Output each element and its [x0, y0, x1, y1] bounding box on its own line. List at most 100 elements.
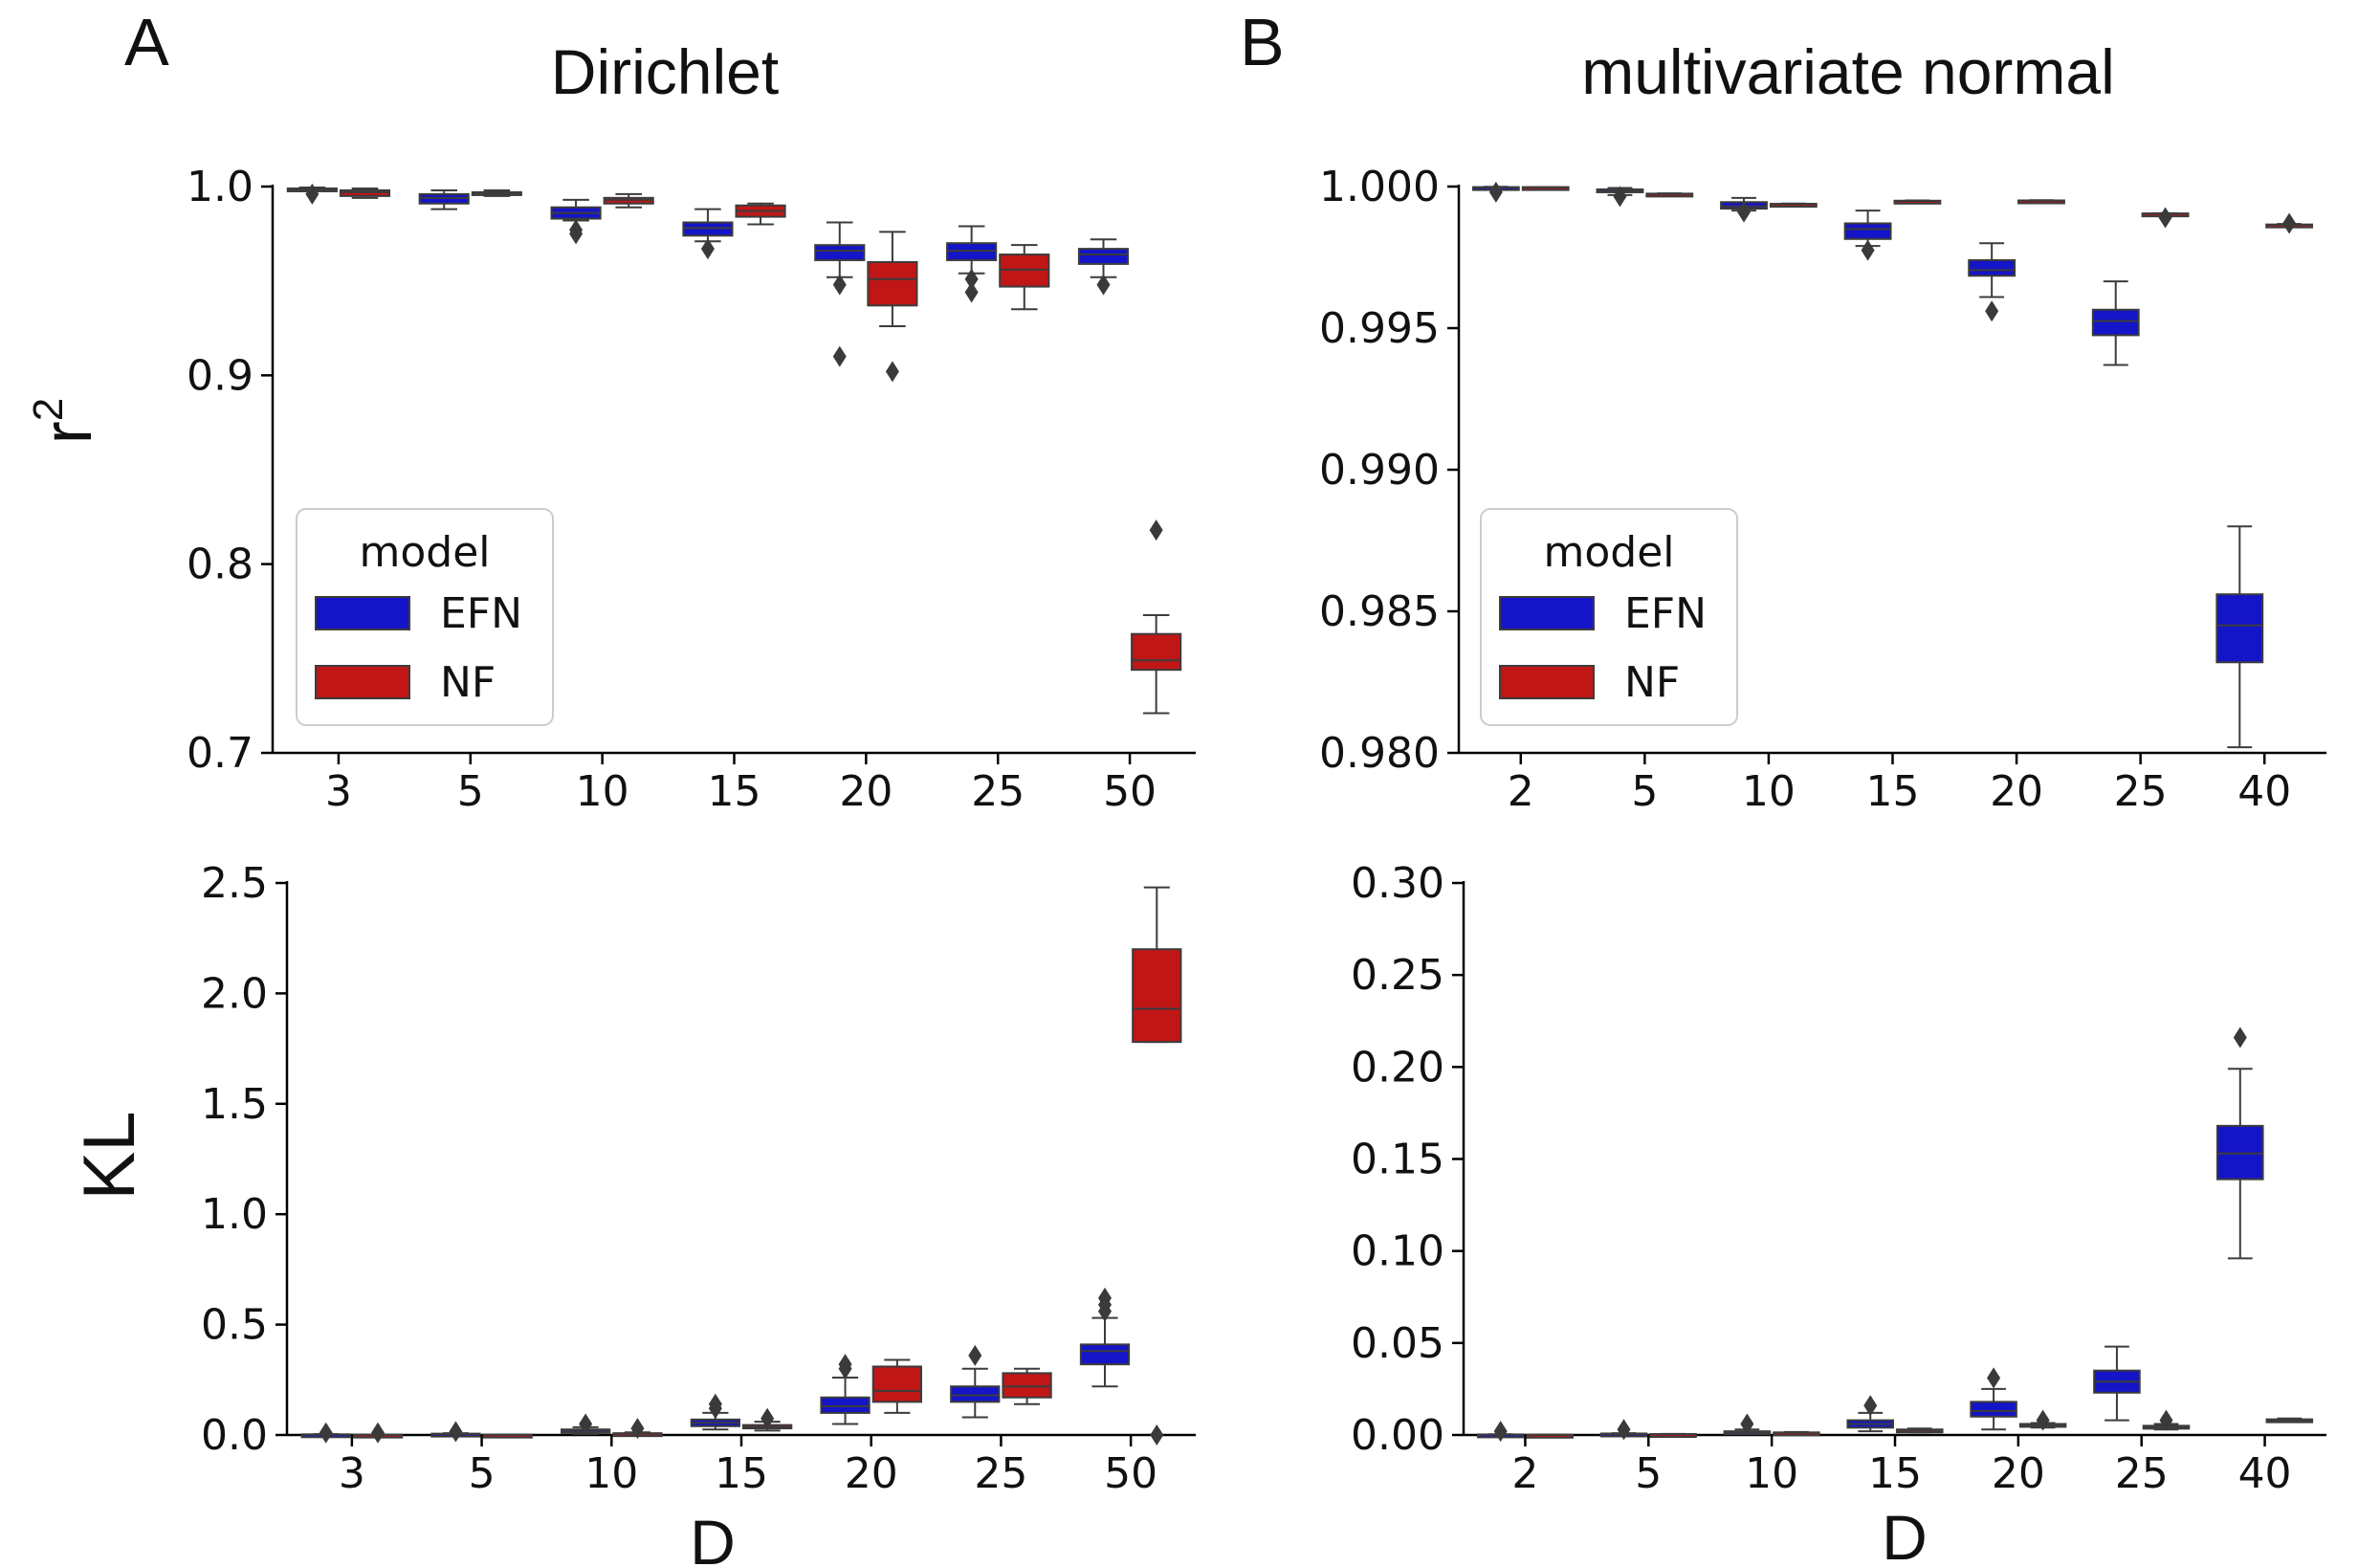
outlier-point: [630, 1418, 645, 1440]
x-tick-label: 10: [1742, 767, 1796, 816]
box-nf: [1769, 202, 1818, 209]
y-tick-label: 1.000: [1319, 163, 1440, 211]
ylabel-sup: 2: [25, 398, 72, 421]
plot-mvn_kl: 0.000.050.100.150.200.250.302 5 10 15 20 25 40: [1351, 859, 2326, 1498]
box-efn: [300, 1422, 351, 1444]
x-tick-label: 15: [708, 767, 761, 816]
outlier-point: [569, 223, 584, 245]
panel-label-b: B: [1240, 5, 1285, 79]
x-tick-label: 10: [584, 1449, 638, 1498]
legend-title: model: [1543, 528, 1674, 577]
plot-dirichlet_r2: 0.7 0.8 0.9 1.0 3 5 10 15 20 25 50 model EFN NF: [187, 163, 1196, 816]
outlier-point: [1740, 1413, 1754, 1435]
x-tick-label: 20: [839, 767, 892, 816]
outlier-point: [708, 1393, 722, 1415]
box-efn: [430, 1421, 481, 1443]
title-multivariate-normal: multivariate normal: [1581, 36, 2115, 107]
box-body: [1970, 1401, 2017, 1418]
y-tick-label: 0.7: [187, 729, 253, 778]
x-tick-label: 5: [469, 1449, 496, 1498]
svg-text:r2: r2: [25, 398, 106, 444]
x-tick-label: 25: [971, 767, 1025, 816]
x-tick-label: 10: [576, 767, 629, 816]
box-efn: [814, 221, 866, 367]
box-nf: [1131, 519, 1182, 715]
box-efn: [1476, 1421, 1525, 1443]
outlier-point: [1617, 1419, 1631, 1441]
box-efn: [418, 188, 470, 210]
y-tick-label: 1.5: [201, 1080, 268, 1129]
box-nf: [735, 202, 786, 226]
box-nf: [867, 231, 918, 383]
box-body: [2091, 308, 2140, 337]
x-tick-label: 25: [2115, 1449, 2169, 1498]
box-nf: [612, 1418, 663, 1440]
outlier-point: [700, 238, 715, 260]
box-nf: [352, 1422, 404, 1444]
legend-label-nf: NF: [1624, 658, 1680, 707]
box-nf: [2141, 207, 2190, 229]
box-efn: [1968, 242, 2016, 322]
outlier-point: [2233, 1026, 2247, 1048]
outlier-point: [1149, 519, 1163, 541]
box-efn: [2093, 1345, 2141, 1422]
y-tick-label: 2.0: [201, 969, 268, 1018]
box-nf: [871, 1358, 923, 1414]
x-tick-label: 25: [974, 1449, 1027, 1498]
box-body: [1132, 948, 1182, 1044]
box-efn: [1970, 1367, 2017, 1431]
x-tick-label: 5: [457, 767, 484, 816]
box-nf: [482, 1433, 533, 1439]
x-axis-label-d-right: D: [1882, 1502, 1928, 1567]
box-efn: [950, 1344, 1001, 1419]
y-tick-label: 0.0: [201, 1411, 268, 1460]
box-efn: [550, 198, 602, 245]
box-body: [1843, 222, 1892, 240]
outlier-point: [1987, 1367, 2001, 1389]
box-efn: [1720, 196, 1768, 223]
x-tick-label: 3: [339, 1449, 365, 1498]
box-efn: [561, 1413, 611, 1435]
outlier-point: [371, 1422, 385, 1444]
y-tick-label: 0.980: [1319, 729, 1440, 778]
legend: model EFN NF: [1480, 508, 1738, 726]
box-efn: [1599, 1419, 1648, 1441]
box-efn: [1077, 238, 1130, 296]
legend-swatch-nf: [315, 665, 410, 699]
outlier-point: [838, 1354, 852, 1376]
box-body: [1131, 632, 1182, 672]
box-nf: [1002, 1367, 1052, 1405]
y-tick-label: 0.990: [1319, 446, 1440, 495]
outlier-point: [579, 1413, 593, 1435]
x-tick-label: 15: [715, 1449, 768, 1498]
outlier-point: [305, 183, 320, 205]
y-tick-label: 1.0: [187, 163, 253, 211]
x-tick-label: 5: [1635, 1449, 1662, 1498]
legend-label-nf: NF: [440, 658, 496, 707]
y-tick-label: 0.8: [187, 541, 253, 589]
y-tick-label: 0.995: [1319, 304, 1440, 353]
y-axis-label-kl: KL: [69, 1112, 150, 1201]
box-nf: [339, 187, 391, 199]
outlier-point: [964, 268, 979, 290]
box-nf: [1132, 886, 1182, 1446]
box-nf: [1526, 1433, 1574, 1439]
outlier-point: [1098, 1287, 1112, 1309]
y-tick-label: 0.985: [1319, 587, 1440, 636]
box-nf: [1649, 1432, 1697, 1439]
legend-swatch-nf: [1499, 665, 1595, 699]
box-nf: [1893, 199, 1942, 205]
y-tick-label: 1.0: [201, 1190, 268, 1239]
box-body: [1077, 248, 1130, 265]
box-nf: [1521, 186, 1570, 191]
plot-dirichlet_kl: 0.0 0.5 1.0 1.5 2.0 2.5 3 5 10 15 20 25 50: [201, 859, 1196, 1498]
x-tick-label: 10: [1745, 1449, 1798, 1498]
box-efn: [946, 225, 998, 303]
ylabel-r: r: [30, 421, 106, 444]
x-tick-label: 40: [2237, 767, 2291, 816]
y-tick-label: 2.5: [201, 859, 268, 908]
box-efn: [2215, 525, 2264, 749]
outlier-point: [1150, 1424, 1164, 1446]
box-nf: [2265, 212, 2314, 234]
outlier-point: [1863, 1395, 1878, 1417]
